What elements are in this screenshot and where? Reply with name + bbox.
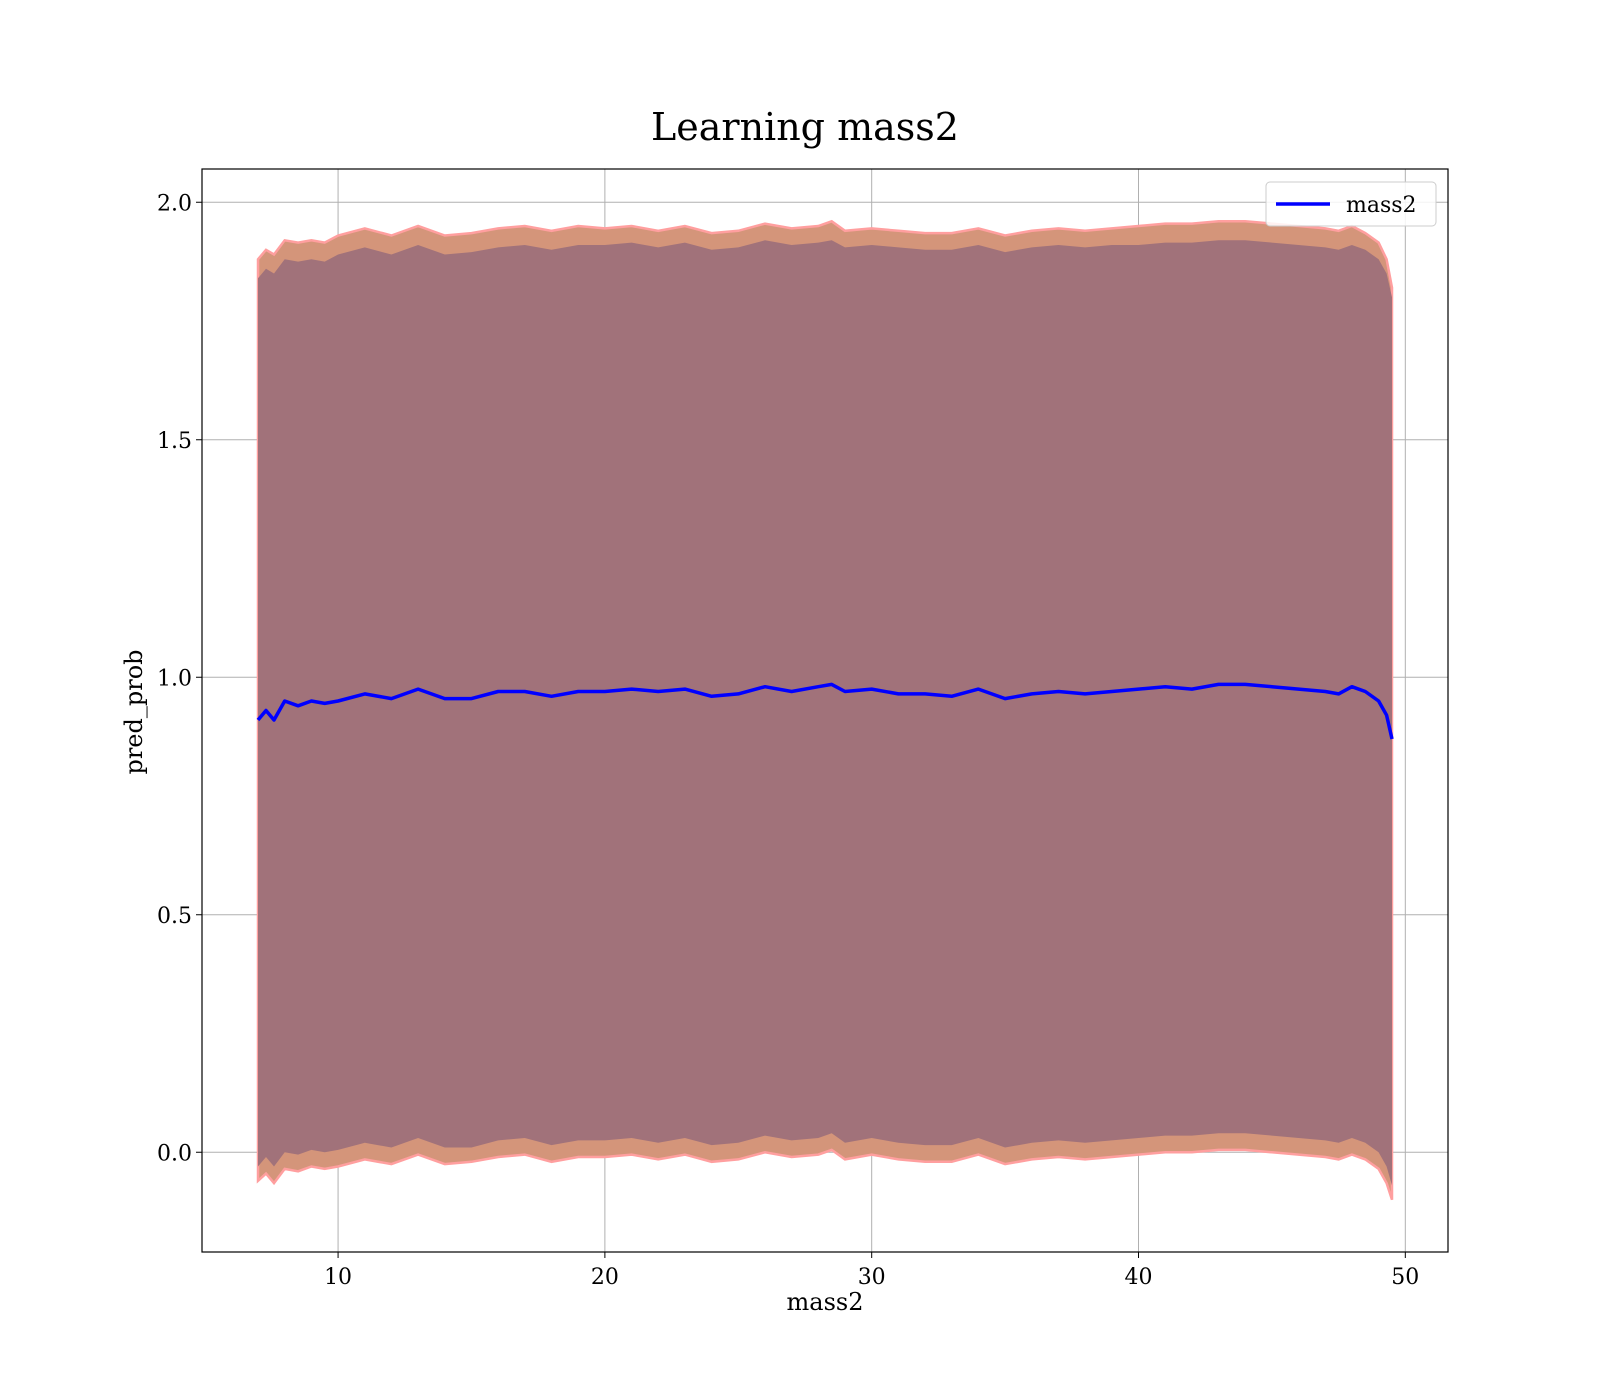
legend-box: [1265, 181, 1437, 227]
y-axis-label: pred_prob: [120, 649, 148, 774]
x-tick-label: 10: [324, 1265, 352, 1290]
inner-band: [258, 240, 1392, 1186]
y-tick-label: 0.0: [157, 1141, 192, 1166]
series-line-mass2: [256, 682, 1394, 740]
line-layer: [256, 682, 1394, 740]
y-tick-label: 1.5: [157, 429, 192, 454]
legend: mass2: [1265, 181, 1437, 227]
tick-layer: 10 20 30 40 50 0.0 0.5 1.0 1.5 2.0: [157, 191, 1419, 1290]
x-tick-label: 40: [1125, 1265, 1153, 1290]
x-tick-label: 20: [591, 1265, 619, 1290]
chart-title: Learning mass2: [651, 105, 959, 149]
x-tick-label: 30: [858, 1265, 886, 1290]
y-tick-label: 1.0: [157, 666, 192, 691]
y-tick-label: 0.5: [157, 904, 192, 929]
legend-label-mass2: mass2: [1346, 193, 1417, 218]
band-layer: [256, 219, 1394, 1201]
x-tick-label: 50: [1391, 1265, 1419, 1290]
x-axis-label: mass2: [787, 1288, 864, 1316]
y-tick-label: 2.0: [157, 191, 192, 216]
plot-frame: [201, 168, 1449, 1253]
